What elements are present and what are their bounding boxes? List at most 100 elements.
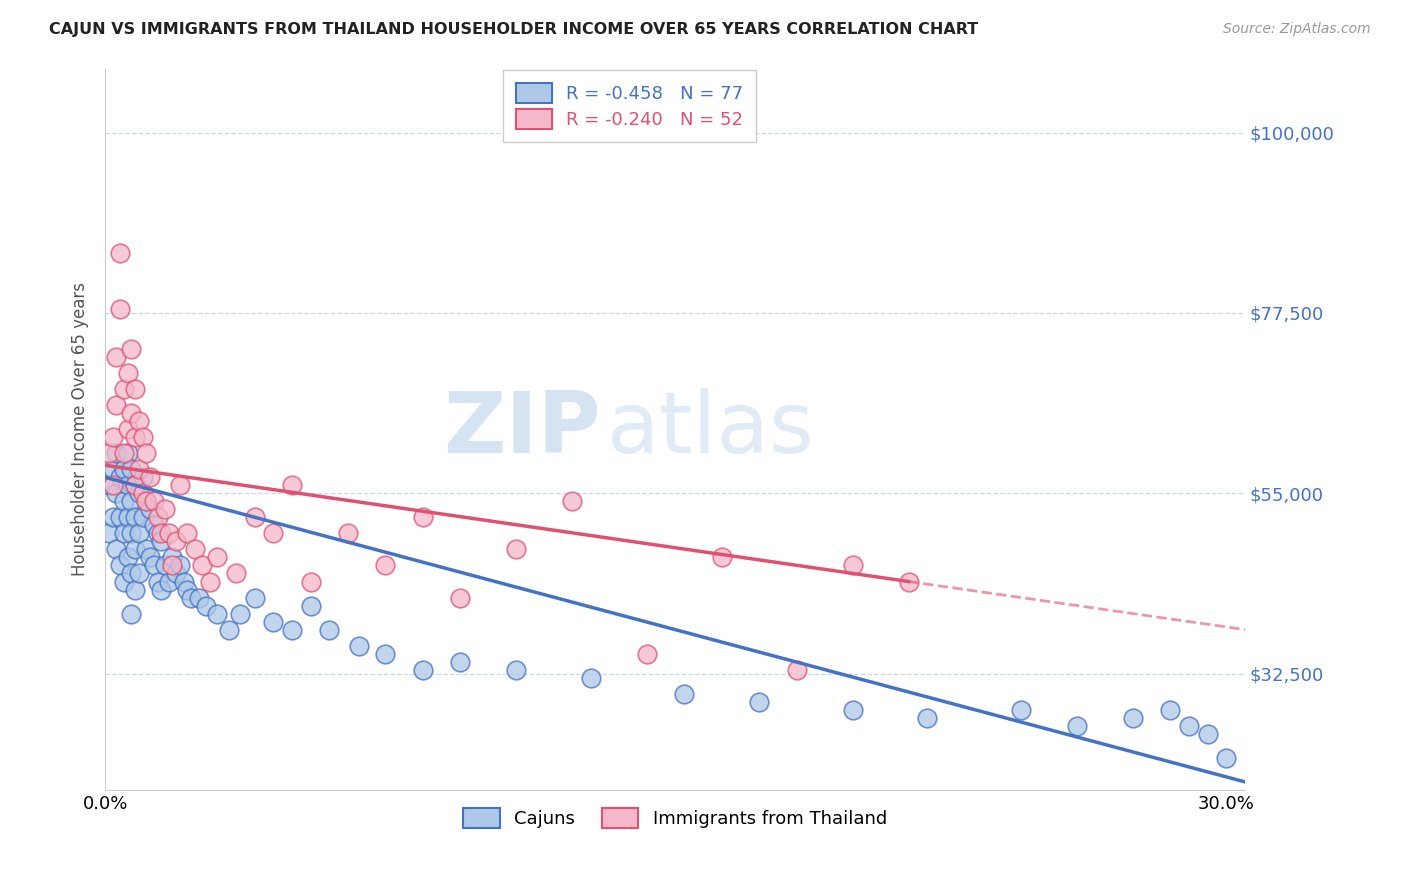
Point (150, 582, 173, 597)
Point (374, 558, 396, 573)
Point (187, 591, 209, 605)
Point (117, 550, 139, 565)
Point (449, 655, 471, 669)
Text: CAJUN VS IMMIGRANTS FROM THAILAND HOUSEHOLDER INCOME OVER 65 YEARS CORRELATION C: CAJUN VS IMMIGRANTS FROM THAILAND HOUSEH… (49, 22, 979, 37)
Point (112, 446, 135, 460)
Point (1122, 711, 1144, 725)
Point (146, 526, 169, 541)
Point (207, 607, 229, 621)
Point (505, 542, 527, 557)
Point (131, 430, 153, 444)
Point (117, 478, 139, 492)
Point (101, 478, 124, 492)
Text: Source: ZipAtlas.com: Source: ZipAtlas.com (1223, 22, 1371, 37)
Point (105, 446, 128, 460)
Point (120, 342, 142, 356)
Point (128, 462, 150, 476)
Point (135, 542, 157, 557)
Point (207, 550, 229, 565)
Y-axis label: Householder Income Over 65 years: Householder Income Over 65 years (72, 282, 89, 576)
Point (184, 542, 207, 557)
Point (225, 566, 247, 581)
Point (108, 470, 131, 484)
Point (917, 711, 939, 725)
Point (128, 486, 150, 500)
Point (243, 510, 266, 524)
Point (841, 703, 863, 717)
Point (176, 526, 198, 541)
Point (673, 687, 696, 701)
Point (97, 478, 120, 492)
Point (124, 582, 146, 597)
Point (299, 574, 322, 589)
Point (150, 526, 173, 541)
Point (124, 382, 146, 396)
Point (505, 663, 527, 677)
Point (281, 478, 304, 492)
Point (128, 526, 150, 541)
Point (120, 566, 142, 581)
Point (449, 591, 471, 605)
Point (128, 566, 150, 581)
Point (117, 446, 139, 460)
Point (561, 494, 583, 508)
Point (112, 494, 135, 508)
Point (243, 591, 266, 605)
Point (153, 502, 176, 516)
Point (710, 550, 733, 565)
Point (1178, 719, 1201, 733)
Point (135, 446, 157, 460)
Point (146, 510, 169, 524)
Point (1159, 703, 1181, 717)
Point (139, 502, 162, 516)
Point (198, 574, 221, 589)
Point (117, 366, 139, 380)
Point (108, 301, 131, 316)
Point (1010, 703, 1032, 717)
Point (139, 470, 162, 484)
Point (120, 406, 142, 420)
Point (897, 574, 920, 589)
Point (101, 510, 124, 524)
Point (173, 574, 195, 589)
Point (120, 462, 142, 476)
Point (841, 558, 863, 573)
Point (142, 558, 165, 573)
Text: atlas: atlas (607, 388, 814, 471)
Point (146, 574, 169, 589)
Point (262, 526, 284, 541)
Point (180, 591, 202, 605)
Point (349, 639, 371, 653)
Point (128, 414, 150, 428)
Point (105, 398, 128, 412)
Point (135, 494, 157, 508)
Point (176, 582, 198, 597)
Point (262, 615, 284, 629)
Point (374, 647, 396, 661)
Point (120, 607, 142, 621)
Point (299, 599, 322, 613)
Point (112, 382, 135, 396)
Point (579, 671, 602, 685)
Text: ZIP: ZIP (443, 388, 600, 471)
Point (124, 478, 146, 492)
Point (124, 430, 146, 444)
Point (150, 534, 173, 549)
Point (124, 478, 146, 492)
Point (101, 430, 124, 444)
Point (120, 494, 142, 508)
Point (108, 245, 131, 260)
Point (112, 574, 135, 589)
Point (281, 623, 304, 637)
Point (165, 566, 187, 581)
Point (108, 558, 131, 573)
Point (162, 558, 184, 573)
Point (97, 446, 120, 460)
Point (105, 542, 128, 557)
Point (139, 550, 162, 565)
Point (337, 526, 360, 541)
Point (195, 599, 218, 613)
Point (748, 695, 770, 709)
Point (135, 494, 157, 508)
Point (412, 510, 434, 524)
